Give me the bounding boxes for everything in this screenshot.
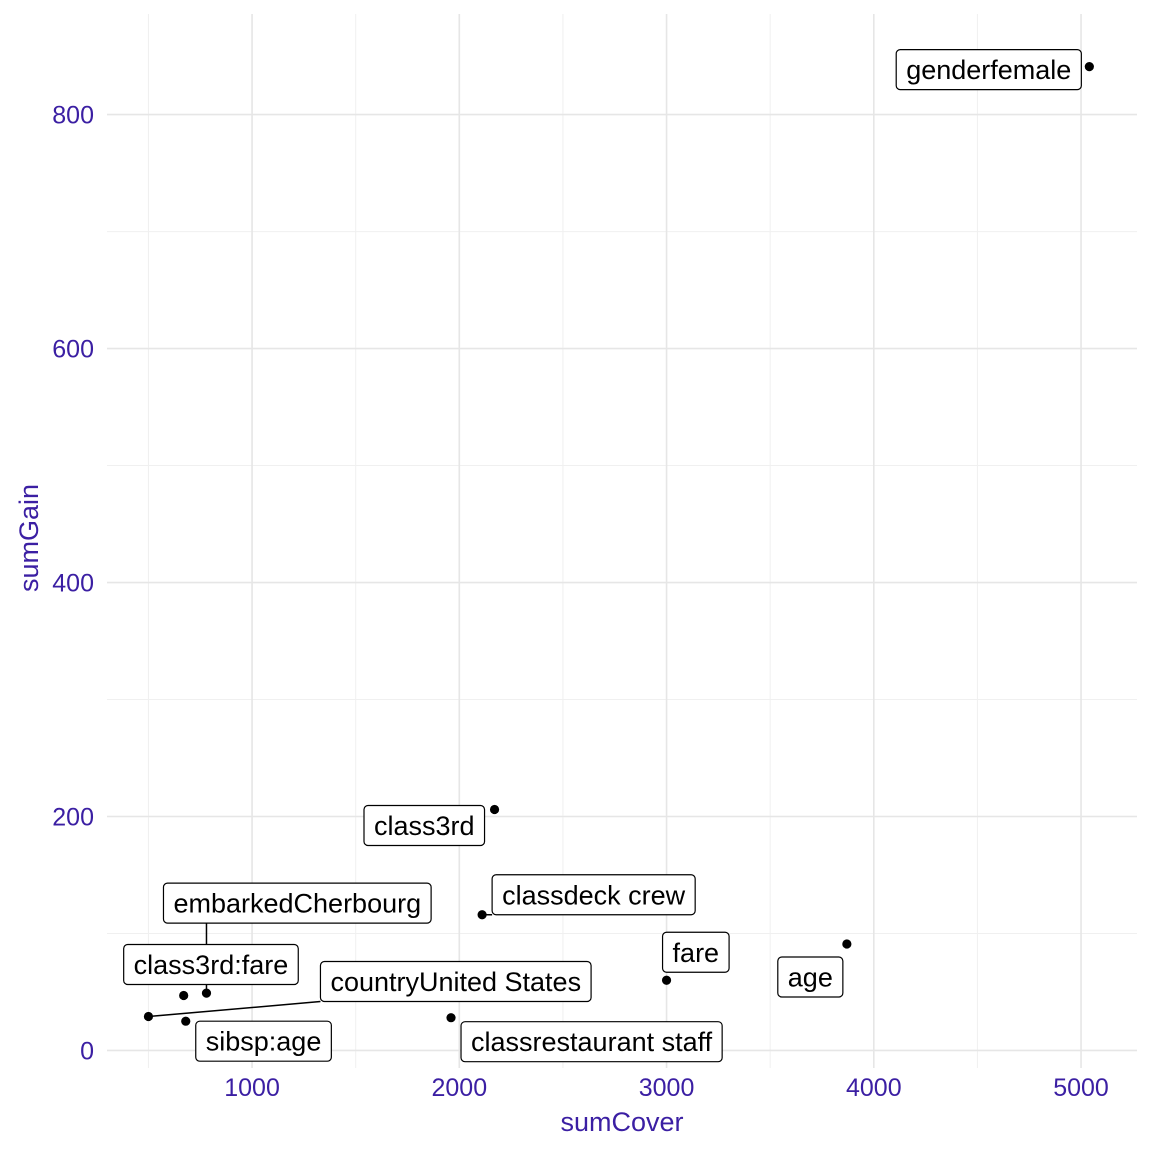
data-point — [477, 910, 487, 920]
label-box — [363, 804, 486, 847]
data-point — [489, 804, 500, 815]
point-label: genderfemale — [895, 49, 1082, 91]
leader-line — [148, 1000, 321, 1018]
label-text: fare — [673, 938, 720, 968]
point-label: fare — [661, 931, 730, 973]
label-box — [123, 943, 299, 986]
x-tick-label: 1000 — [224, 1074, 280, 1102]
x-tick-label: 2000 — [432, 1074, 488, 1102]
point-label: sibsp:age — [195, 1020, 332, 1062]
label-box — [661, 931, 730, 973]
label-text: genderfemale — [906, 55, 1071, 85]
point-labels: genderfemale class3rd classdeck crew age far… — [123, 49, 1082, 1063]
y-axis-ticks: 0 200 400 600 800 — [52, 102, 94, 1066]
y-tick-label: 600 — [52, 336, 94, 364]
x-axis-ticks: 1000 2000 3000 4000 5000 — [224, 1074, 1109, 1102]
label-box — [195, 1020, 332, 1062]
label-text: countryUnited States — [330, 967, 581, 997]
label-text: classdeck crew — [502, 880, 686, 910]
y-tick-label: 400 — [52, 570, 94, 598]
point-label: countryUnited States — [319, 960, 592, 1003]
point-label: classdeck crew — [491, 874, 696, 916]
point-label: embarkedCherbourg — [162, 882, 432, 924]
point-label: class3rd — [363, 804, 486, 847]
data-point — [201, 988, 212, 998]
label-box — [491, 874, 696, 916]
label-text: sibsp:age — [206, 1027, 322, 1057]
label-text: embarkedCherbourg — [173, 889, 421, 919]
label-text: class3rd — [374, 811, 475, 841]
label-text: age — [788, 963, 833, 993]
data-point — [143, 1011, 154, 1022]
label-box — [777, 956, 844, 998]
data-point — [1084, 62, 1094, 72]
data-point — [842, 939, 852, 949]
y-tick-label: 0 — [80, 1037, 94, 1065]
label-box — [895, 49, 1082, 91]
point-label: age — [777, 956, 844, 998]
point-label: classrestaurant staff — [460, 1021, 723, 1063]
label-box — [162, 882, 432, 924]
data-point — [181, 1016, 191, 1026]
data-points — [143, 62, 1094, 1026]
label-text: classrestaurant staff — [471, 1027, 713, 1057]
x-tick-label: 5000 — [1053, 1074, 1109, 1102]
y-axis-title: sumGain — [14, 484, 44, 592]
data-point — [661, 975, 672, 985]
x-tick-label: 4000 — [846, 1074, 902, 1102]
data-point — [446, 1013, 456, 1023]
data-point — [179, 990, 189, 1001]
label-text: class3rd:fare — [134, 950, 289, 980]
point-label: class3rd:fare — [123, 943, 299, 986]
y-tick-label: 200 — [52, 803, 94, 831]
x-axis-title: sumCover — [560, 1107, 683, 1137]
x-tick-label: 3000 — [639, 1074, 695, 1102]
y-tick-label: 800 — [52, 102, 94, 130]
label-box — [460, 1021, 723, 1063]
label-box — [319, 960, 592, 1003]
